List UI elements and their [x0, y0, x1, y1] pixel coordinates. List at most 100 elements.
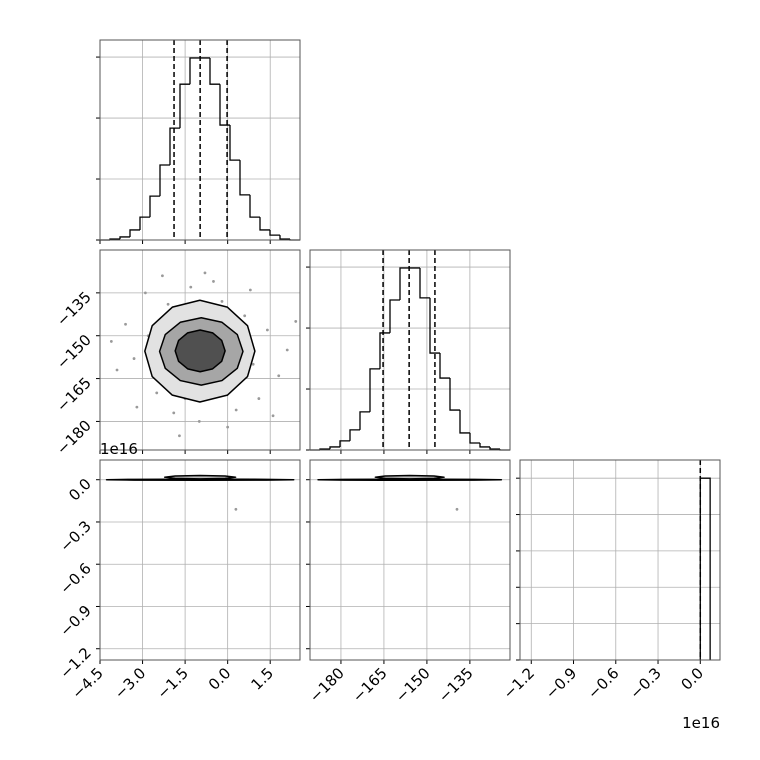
- histogram-bin: [379, 332, 390, 369]
- histogram-bin: [149, 195, 160, 218]
- sample-point: [135, 405, 139, 409]
- x-tick-label: −0.3: [626, 664, 664, 702]
- x-tick-label: 0.0: [678, 664, 708, 694]
- histogram-bin: [349, 429, 360, 441]
- sample-point: [248, 288, 252, 292]
- histogram-bin: [169, 127, 180, 165]
- histogram-bin: [329, 446, 340, 450]
- y-tick-label: −0.6: [56, 559, 94, 597]
- histogram-bin: [119, 236, 130, 240]
- y-tick-label: −150: [53, 331, 95, 373]
- y-tick-label: −0.9: [56, 602, 94, 640]
- panel: −180−165−150−135: [306, 459, 511, 706]
- histogram-bin: [219, 84, 230, 126]
- sample-point: [257, 397, 261, 400]
- sample-point: [155, 391, 159, 395]
- y-tick-label: 0.0: [65, 475, 95, 505]
- sample-point: [226, 425, 230, 429]
- sample-point: [220, 300, 224, 303]
- histogram-bin: [459, 410, 470, 434]
- sample-point: [161, 274, 164, 278]
- sample-point: [203, 271, 207, 275]
- x-tick-label: −180: [306, 664, 348, 706]
- sample-point: [166, 302, 170, 306]
- sample-point: [455, 507, 459, 511]
- histogram-bin: [399, 267, 410, 300]
- histogram-bin: [179, 83, 190, 129]
- sample-point: [294, 320, 298, 323]
- histogram-bin: [389, 299, 400, 333]
- x-tick-label: 0.0: [205, 664, 235, 694]
- x-tick-label: −150: [392, 664, 434, 706]
- histogram-bin: [339, 440, 350, 447]
- histogram-bin: [489, 446, 500, 450]
- histogram-bin: [139, 216, 150, 230]
- axes-frame: [99, 39, 301, 241]
- histogram-bin: [479, 442, 490, 448]
- x-tick-label: −135: [435, 664, 477, 706]
- histogram-bin: [269, 229, 280, 236]
- sample-point: [212, 280, 215, 283]
- histogram-bin: [429, 297, 440, 354]
- panel: −180−165−150−135: [53, 249, 301, 459]
- y-offset-label: 1e16: [100, 440, 138, 458]
- axes-frame: [309, 459, 511, 661]
- histogram-bin: [469, 432, 480, 444]
- histogram-bin: [189, 57, 200, 85]
- x-tick-label: −0.6: [584, 664, 622, 702]
- sample-point: [197, 420, 201, 423]
- histogram-bin: [699, 477, 711, 660]
- histogram-bin: [369, 368, 380, 412]
- x-tick-label: −3.0: [111, 664, 149, 702]
- sample-point: [243, 314, 247, 318]
- sample-point: [234, 408, 238, 412]
- panel: [306, 249, 511, 454]
- axes-frame: [99, 249, 301, 451]
- axes-frame: [309, 249, 511, 451]
- contour: [374, 474, 445, 480]
- sample-point: [143, 291, 147, 295]
- contour: [317, 478, 503, 482]
- panel: −4.5 −3.0 −1.5 0.0 1.50.0−0.3−0.6−0.9−1.21e1…: [56, 440, 301, 703]
- histogram-bin: [449, 378, 460, 411]
- sample-point: [109, 340, 113, 343]
- x-offset-label: 1e16: [682, 714, 720, 732]
- sample-point: [251, 362, 255, 366]
- sample-point: [172, 411, 176, 415]
- histogram-bin: [359, 411, 370, 430]
- contour: [174, 329, 226, 373]
- histogram-bin: [209, 57, 220, 85]
- sample-point: [178, 434, 181, 438]
- histogram-bin: [239, 160, 250, 196]
- histogram-bin: [279, 235, 290, 240]
- x-tick-label: −165: [349, 664, 391, 706]
- y-tick-label: −165: [53, 374, 95, 416]
- sample-point: [277, 374, 281, 378]
- histogram-bin: [129, 229, 140, 237]
- x-tick-label: −0.9: [542, 664, 580, 702]
- x-tick-label: 1.5: [247, 664, 277, 694]
- sample-point: [124, 322, 127, 326]
- histogram-bin: [249, 194, 260, 218]
- sample-point: [189, 285, 193, 289]
- histogram-bin: [159, 164, 170, 197]
- axes-frame: [99, 459, 301, 661]
- sample-point: [265, 328, 269, 332]
- histogram-bin: [229, 125, 240, 161]
- histogram-bin: [419, 267, 430, 299]
- histogram-bin: [439, 353, 450, 379]
- panel: [96, 39, 301, 244]
- y-tick-label: −180: [53, 417, 95, 459]
- sample-point: [271, 414, 275, 418]
- histogram-bin: [259, 217, 270, 231]
- sample-point: [285, 348, 289, 352]
- sample-point: [234, 507, 238, 511]
- sample-point: [132, 357, 136, 360]
- axes-frame: [519, 459, 721, 661]
- contour: [105, 478, 295, 482]
- sample-point: [115, 368, 119, 372]
- x-tick-label: −1.5: [153, 664, 191, 702]
- y-tick-label: −0.3: [56, 517, 94, 555]
- contour: [163, 474, 237, 480]
